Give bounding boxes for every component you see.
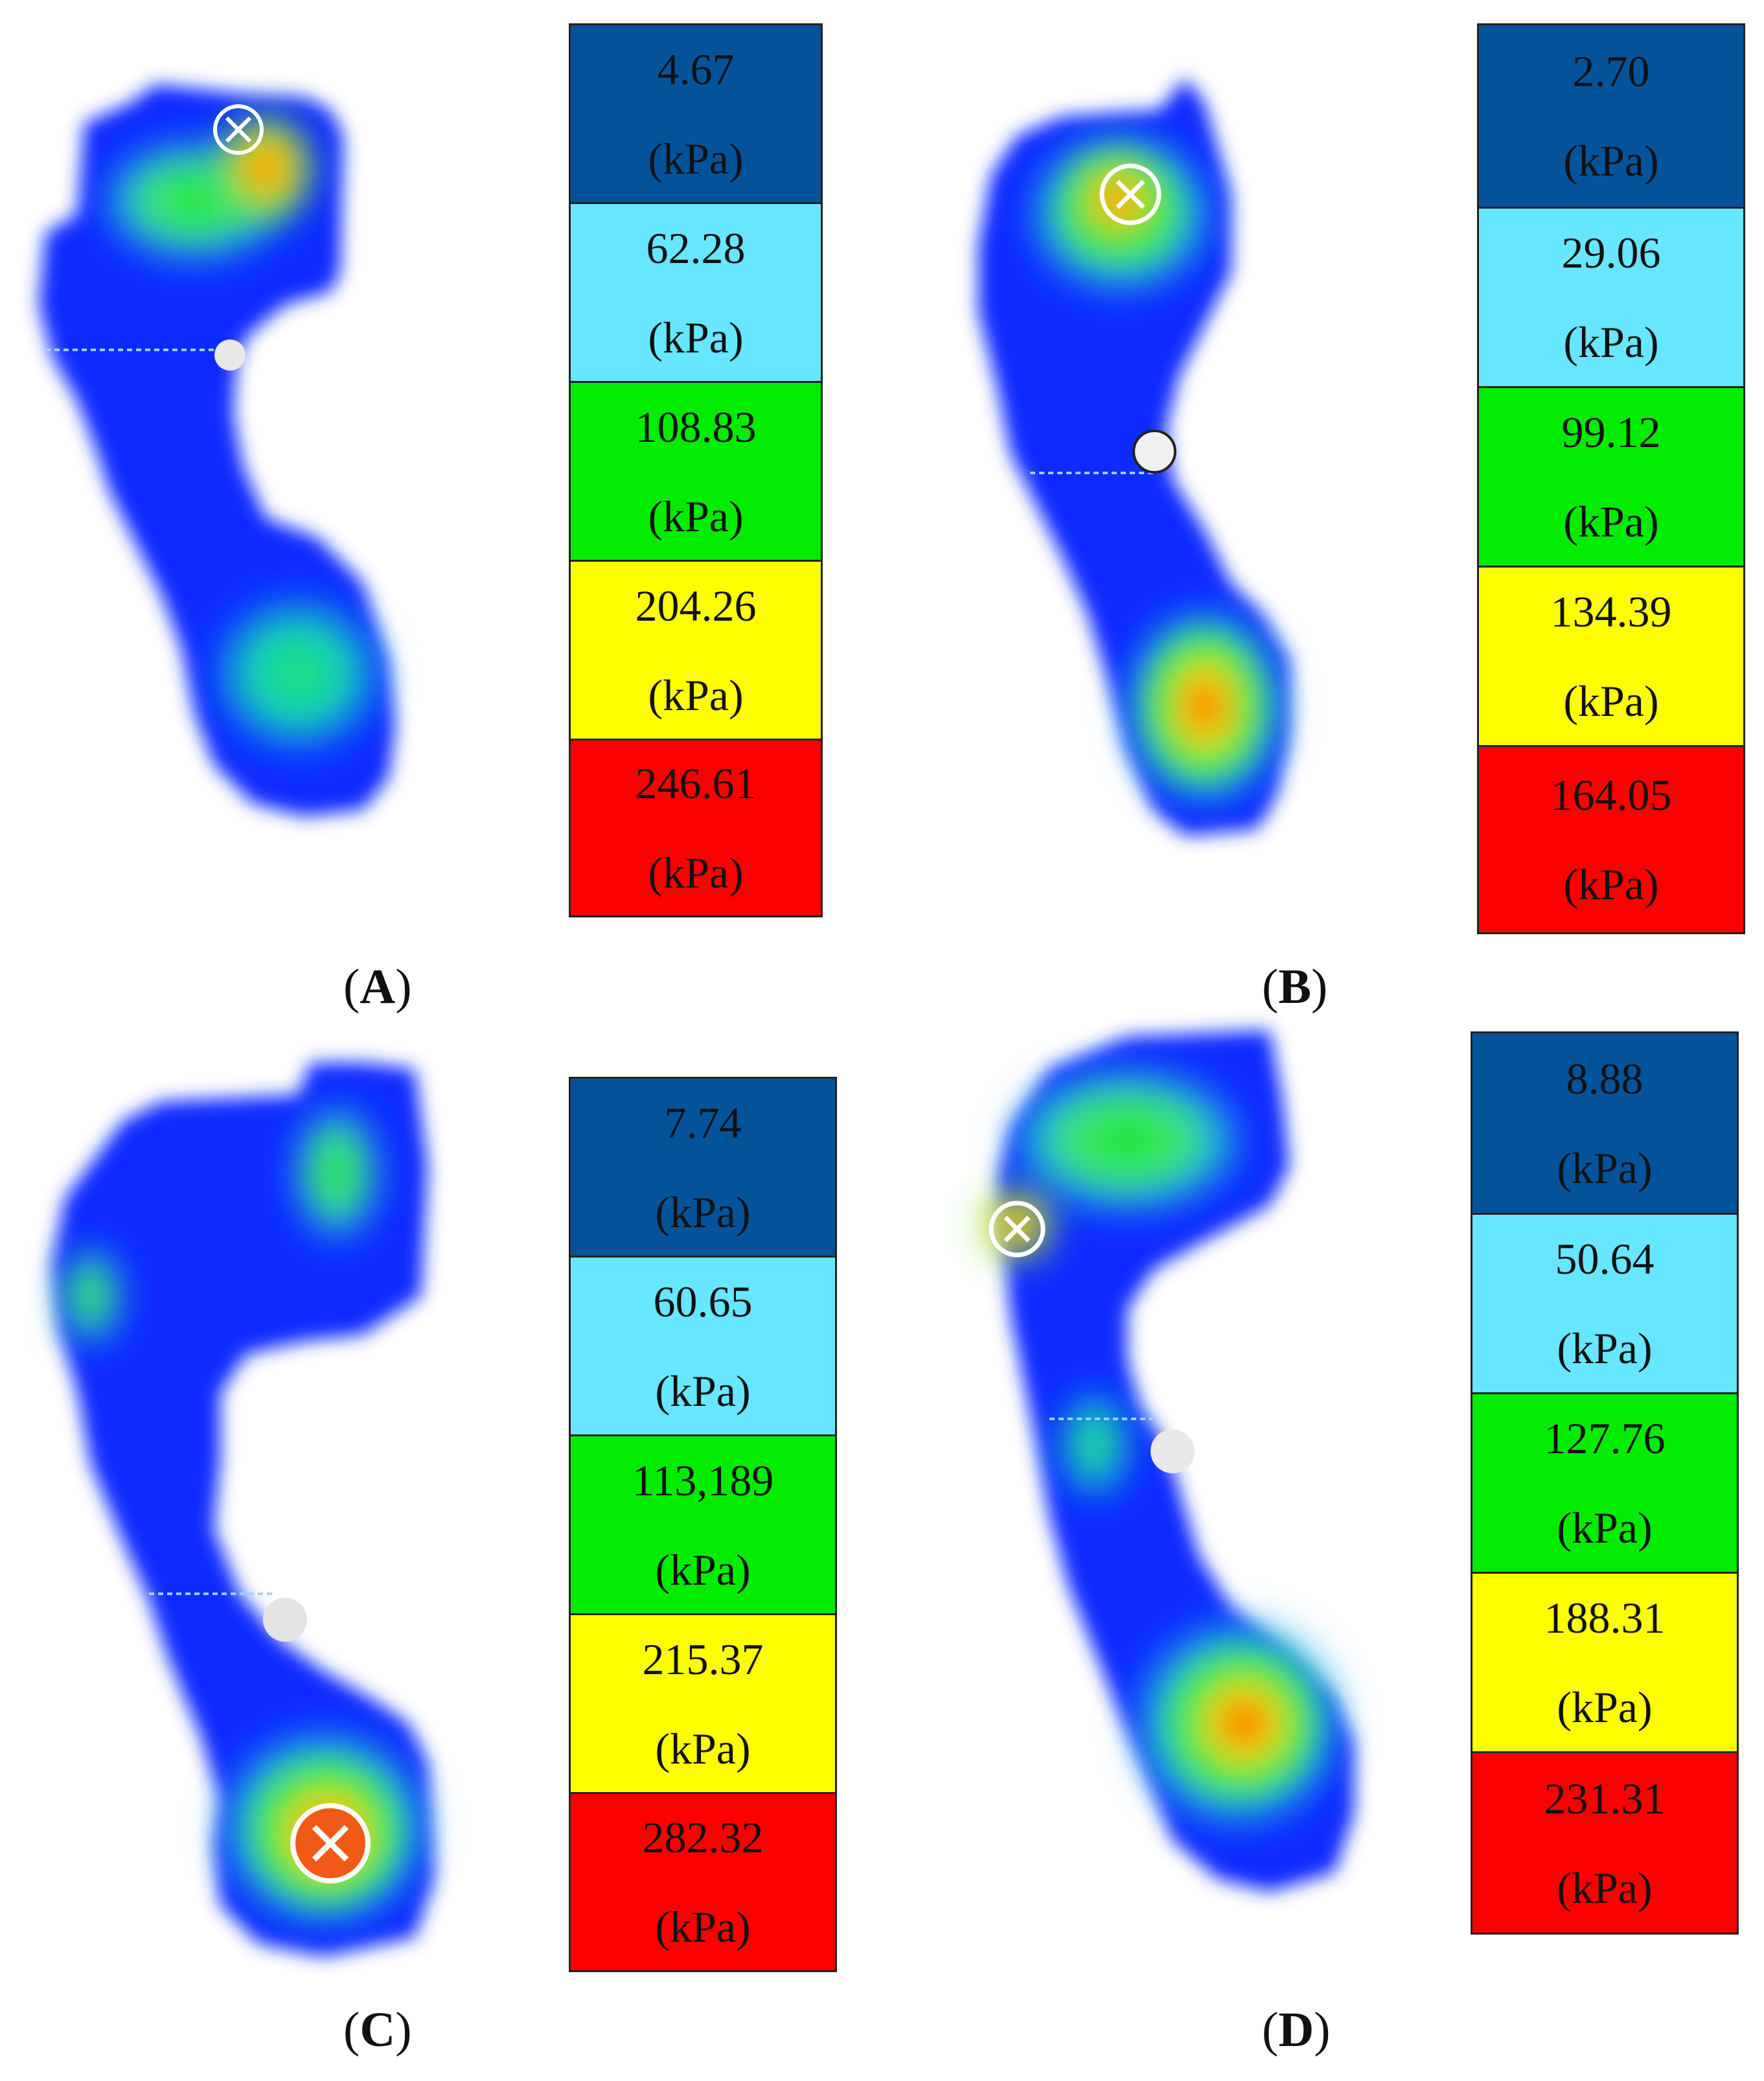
legend-a-level-1: 4.67 (kPa) [571, 25, 821, 204]
foot-map-a [39, 84, 395, 816]
legend-a: 4.67 (kPa) 62.28 (kPa) 108.83 (kPa) 204.26(… [569, 23, 823, 917]
legend-c-level-4: 215.37 (kPa) [571, 1615, 835, 1794]
legend-a-level-2: 62.28 (kPa) [571, 204, 821, 383]
legend-c: 7.74 (kPa) 60.65 (kPa) 113,189 (kPa) 215.37… [569, 1077, 837, 1972]
legend-a-level-5: 246.61 (kPa) [571, 741, 821, 915]
panel-label-a: (A) [343, 960, 412, 1014]
legend-d: 8.88 (kPa) 50.64 (kPa) 127.76 (kPa) 188.31(… [1471, 1031, 1739, 1935]
legend-c-level-1: 7.74 (kPa) [571, 1079, 835, 1258]
panel-label-b: (B) [1262, 960, 1328, 1014]
legend-d-level-5: 231.31 (kPa) [1472, 1753, 1737, 1933]
panel-label-d: (D) [1262, 2003, 1331, 2057]
legend-b-level-4: 134.39 (kPa) [1479, 568, 1743, 747]
legend-a-level-3: 108.83 (kPa) [571, 383, 821, 562]
legend-b-level-2: 29.06 (kPa) [1479, 209, 1743, 388]
legend-d-level-1: 8.88 (kPa) [1472, 1033, 1737, 1215]
panel-label-c: (C) [343, 2003, 412, 2057]
legend-d-level-2: 50.64 (kPa) [1472, 1215, 1737, 1394]
foot-map-d [978, 1030, 1354, 1892]
legend-b-level-1: 2.70 (kPa) [1479, 25, 1743, 209]
foot-map-b [978, 78, 1289, 836]
legend-b-level-3: 99.12 (kPa) [1479, 388, 1743, 568]
legend-c-level-3: 113,189 (kPa) [571, 1436, 835, 1615]
foot-map-c [52, 1063, 434, 1957]
legend-c-level-5: 282.32 (kPa) [571, 1794, 835, 1970]
legend-b: 2.70 (kPa) 29.06 (kPa) 99.12 (kPa) 134.39 (k… [1477, 23, 1745, 934]
legend-d-level-4: 188.31 (kPa) [1472, 1574, 1737, 1753]
legend-a-level-4: 204.26 (kPa) [571, 562, 821, 741]
legend-c-level-2: 60.65 (kPa) [571, 1258, 835, 1436]
legend-d-level-3: 127.76 (kPa) [1472, 1394, 1737, 1574]
legend-b-level-5: 164.05 (kPa) [1479, 747, 1743, 932]
